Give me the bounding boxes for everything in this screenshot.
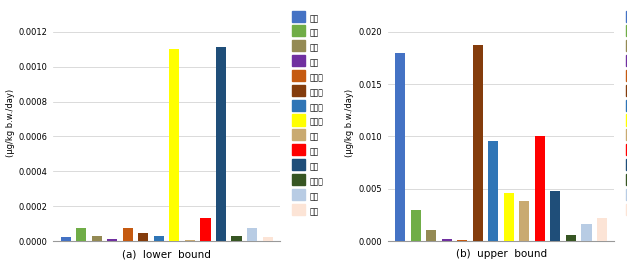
Bar (139, 233, 149, 241)
Bar (535, 136, 545, 241)
Bar (61, 237, 71, 241)
Bar (263, 237, 273, 241)
Bar (92, 236, 102, 241)
Bar (216, 47, 226, 241)
Bar (488, 141, 498, 241)
Bar (441, 239, 452, 241)
Y-axis label: (μg/kg b.w./day): (μg/kg b.w./day) (345, 89, 354, 157)
Bar (551, 191, 561, 241)
Bar (395, 53, 405, 241)
Bar (581, 224, 591, 241)
Bar (426, 230, 436, 241)
Bar (519, 201, 529, 241)
Y-axis label: (μg/kg b.w./day): (μg/kg b.w./day) (6, 89, 14, 157)
Bar (411, 210, 421, 241)
Bar (123, 228, 133, 241)
Bar (597, 218, 607, 241)
Bar (231, 236, 241, 241)
Bar (185, 240, 195, 241)
Legend: 곳류, 서류, 당류, 두류, 견과류, 채소류, 과일류, 유제품, 난류, 육류, 어류, 유지류, 음료, 주류: 곳류, 서류, 당류, 두류, 견과류, 채소류, 과일류, 유제품, 난류, … (624, 8, 627, 219)
Bar (201, 218, 211, 241)
Bar (473, 45, 483, 241)
Bar (107, 239, 117, 241)
Bar (457, 240, 467, 241)
Bar (154, 236, 164, 241)
Bar (247, 228, 257, 241)
Bar (76, 228, 87, 241)
Bar (566, 235, 576, 241)
X-axis label: (a)  lower  bound: (a) lower bound (122, 249, 211, 259)
X-axis label: (b)  upper  bound: (b) upper bound (456, 249, 547, 259)
Bar (169, 49, 179, 241)
Legend: 곳류, 서류, 당류, 두류, 견과류, 채소류, 과일류, 유제품, 난류, 육류, 어류, 유지류, 음료, 주류: 곳류, 서류, 당류, 두류, 견과류, 채소류, 과일류, 유제품, 난류, … (289, 8, 327, 219)
Bar (504, 193, 514, 241)
